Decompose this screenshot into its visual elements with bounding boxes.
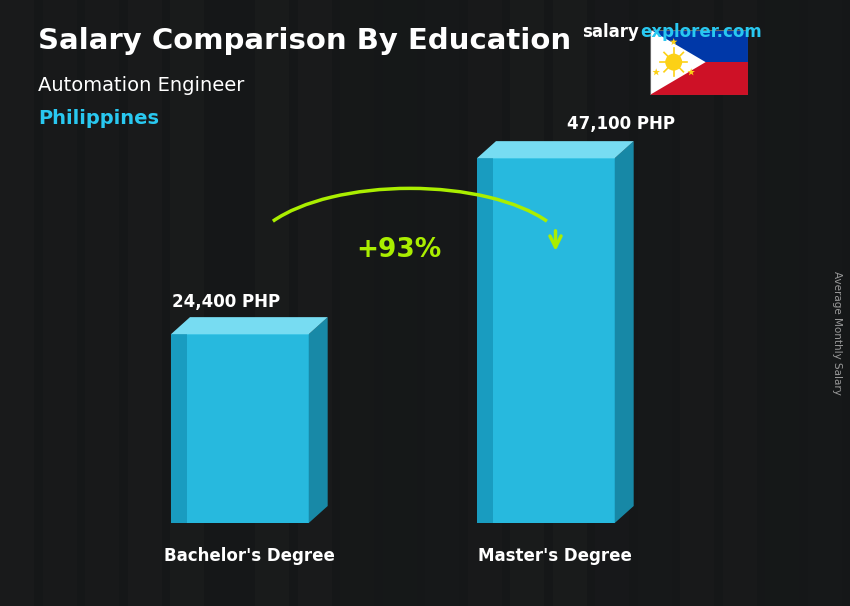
Text: 24,400 PHP: 24,400 PHP <box>172 293 280 311</box>
Text: explorer.com: explorer.com <box>640 23 762 41</box>
Bar <box>85 0 119 606</box>
Text: Master's Degree: Master's Degree <box>479 547 632 565</box>
Text: Philippines: Philippines <box>38 109 159 128</box>
Bar <box>382 0 416 606</box>
Polygon shape <box>688 68 695 75</box>
Bar <box>128 0 162 606</box>
Polygon shape <box>171 317 327 335</box>
Polygon shape <box>477 158 615 523</box>
Bar <box>595 0 629 606</box>
Text: Average Monthly Salary: Average Monthly Salary <box>832 271 842 395</box>
Polygon shape <box>309 317 327 523</box>
Bar <box>42 0 76 606</box>
Polygon shape <box>171 335 187 523</box>
Bar <box>212 0 246 606</box>
Polygon shape <box>650 30 706 95</box>
Bar <box>298 0 332 606</box>
Text: salary: salary <box>582 23 639 41</box>
Text: +93%: +93% <box>356 237 441 263</box>
Bar <box>765 0 799 606</box>
Bar <box>0 0 34 606</box>
Polygon shape <box>171 335 309 523</box>
Text: Automation Engineer: Automation Engineer <box>38 76 245 95</box>
Polygon shape <box>670 38 677 45</box>
Polygon shape <box>477 158 493 523</box>
Bar <box>468 0 502 606</box>
Bar <box>255 0 289 606</box>
Bar <box>722 0 756 606</box>
Text: 47,100 PHP: 47,100 PHP <box>568 115 676 133</box>
Bar <box>650 62 748 95</box>
Bar <box>638 0 672 606</box>
Polygon shape <box>615 141 634 523</box>
Text: Salary Comparison By Education: Salary Comparison By Education <box>38 27 571 55</box>
Bar <box>425 0 459 606</box>
Bar <box>808 0 842 606</box>
Bar <box>510 0 544 606</box>
Bar <box>552 0 586 606</box>
Text: Bachelor's Degree: Bachelor's Degree <box>164 547 335 565</box>
Bar <box>170 0 204 606</box>
Bar <box>680 0 714 606</box>
Polygon shape <box>477 141 634 158</box>
Polygon shape <box>653 68 660 75</box>
Bar <box>340 0 374 606</box>
Bar <box>650 30 748 62</box>
Circle shape <box>666 54 683 70</box>
